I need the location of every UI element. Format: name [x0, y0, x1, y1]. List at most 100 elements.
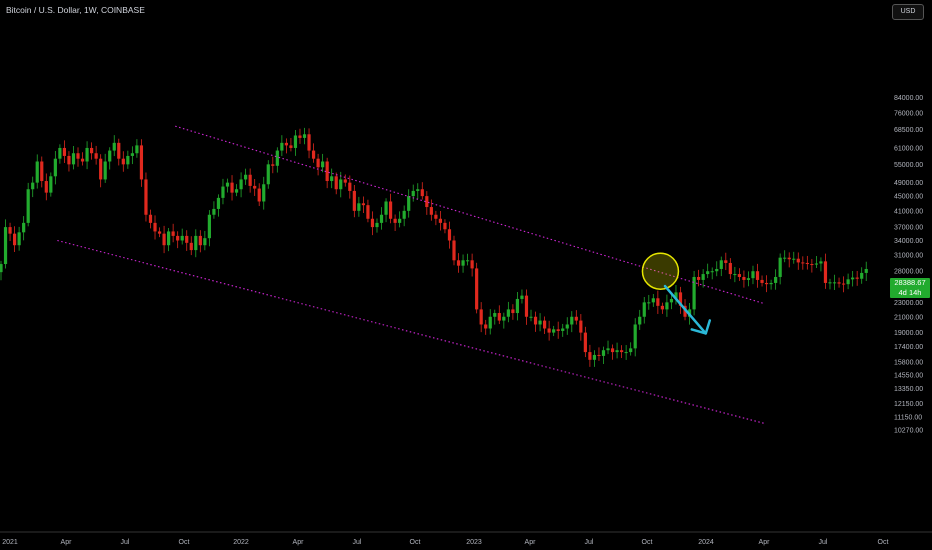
candle-body	[253, 185, 257, 189]
candle-body	[864, 268, 868, 273]
candle-body	[787, 257, 791, 260]
candle-body	[633, 324, 637, 349]
candle-body	[17, 232, 21, 246]
candle-body	[592, 354, 597, 360]
candle-body	[638, 316, 642, 325]
candle-body	[207, 214, 211, 239]
candle-body	[429, 207, 433, 215]
candle-body	[108, 150, 112, 162]
candle-body	[348, 182, 352, 191]
y-tick-label: 45000.00	[894, 194, 923, 201]
candle-body	[520, 295, 524, 299]
candle-body	[280, 142, 284, 151]
candle-body	[85, 147, 89, 162]
candle-body	[778, 257, 782, 277]
candle-body	[198, 235, 202, 246]
candle-body	[683, 305, 687, 317]
x-tick-label: 2024	[698, 539, 714, 546]
highlight-circle	[641, 252, 680, 290]
candle-body	[162, 233, 166, 246]
candle-body	[678, 292, 683, 306]
candle-body	[3, 227, 8, 265]
candle-body	[832, 282, 837, 284]
y-tick-label: 13350.00	[894, 386, 923, 393]
candle-body	[76, 153, 80, 159]
candle-body	[434, 214, 438, 219]
x-tick-label: Jul	[353, 539, 362, 546]
candle-body	[44, 181, 48, 193]
candle-body	[470, 260, 474, 269]
candle-body	[271, 164, 275, 166]
candle-body	[53, 158, 57, 177]
y-tick-label: 23000.00	[894, 300, 923, 307]
candle-body	[230, 182, 234, 193]
candle-body	[701, 274, 705, 280]
candle-body	[506, 309, 510, 317]
candle-body	[860, 272, 864, 279]
candle-body	[846, 279, 850, 285]
candle-body	[12, 233, 17, 246]
candle-body	[148, 214, 153, 223]
candle-body	[135, 145, 139, 154]
candle-body	[814, 263, 818, 265]
x-tick-label: 2021	[2, 539, 18, 546]
candle-body	[624, 352, 628, 354]
candle-body	[674, 292, 678, 299]
candle-body	[185, 235, 189, 243]
y-tick-label: 14550.00	[894, 372, 923, 379]
candle-body	[543, 320, 547, 329]
x-tick-label: Oct	[410, 539, 421, 546]
candle-body	[755, 271, 760, 280]
candle-body	[529, 316, 533, 318]
last-price-tag: 28388.67 4d 14h	[890, 278, 930, 298]
y-tick-label: 12150.00	[894, 401, 923, 408]
candle-body	[615, 350, 619, 353]
candle-body	[398, 218, 402, 223]
candle-body	[275, 150, 279, 166]
candle-body	[737, 274, 741, 277]
candle-body	[167, 231, 171, 246]
x-tick-label: Oct	[179, 539, 190, 546]
candle-body	[67, 155, 71, 165]
candle-body	[746, 278, 751, 280]
candle-body	[579, 320, 583, 333]
y-tick-label: 76000.00	[894, 111, 923, 118]
candle-body	[461, 260, 465, 266]
candle-body	[370, 218, 375, 228]
candle-body	[239, 179, 243, 190]
candle-body	[157, 231, 162, 234]
candle-body	[647, 302, 651, 304]
candle-body	[117, 142, 121, 159]
candle-body	[352, 190, 356, 211]
candle-body	[764, 282, 769, 285]
candle-body	[58, 147, 62, 159]
candle-body	[99, 158, 103, 180]
candle-body	[774, 276, 778, 283]
candle-body	[407, 196, 411, 211]
candle-body	[565, 324, 569, 329]
candle-body	[651, 298, 655, 303]
y-tick-label: 31000.00	[894, 253, 923, 260]
candle-body	[90, 147, 94, 154]
candle-body	[855, 277, 859, 279]
candle-body	[94, 153, 98, 159]
candle-body	[629, 348, 633, 353]
candle-body	[80, 158, 85, 162]
y-tick-label: 15800.00	[894, 359, 923, 366]
y-tick-label: 84000.00	[894, 95, 923, 102]
currency-button[interactable]: USD	[892, 4, 924, 20]
candle-body	[221, 186, 225, 198]
candle-body	[8, 227, 12, 234]
candle-body	[171, 231, 175, 236]
candle-body	[484, 324, 488, 329]
y-tick-label: 61000.00	[894, 145, 923, 152]
candle-body	[665, 302, 669, 310]
projection-arrow-head	[690, 319, 712, 335]
candle-body	[570, 316, 574, 325]
candle-body	[828, 282, 832, 284]
candle-body	[438, 218, 443, 223]
candle-body	[728, 262, 732, 275]
y-tick-label: 17400.00	[894, 344, 923, 351]
candle-body	[71, 153, 76, 165]
